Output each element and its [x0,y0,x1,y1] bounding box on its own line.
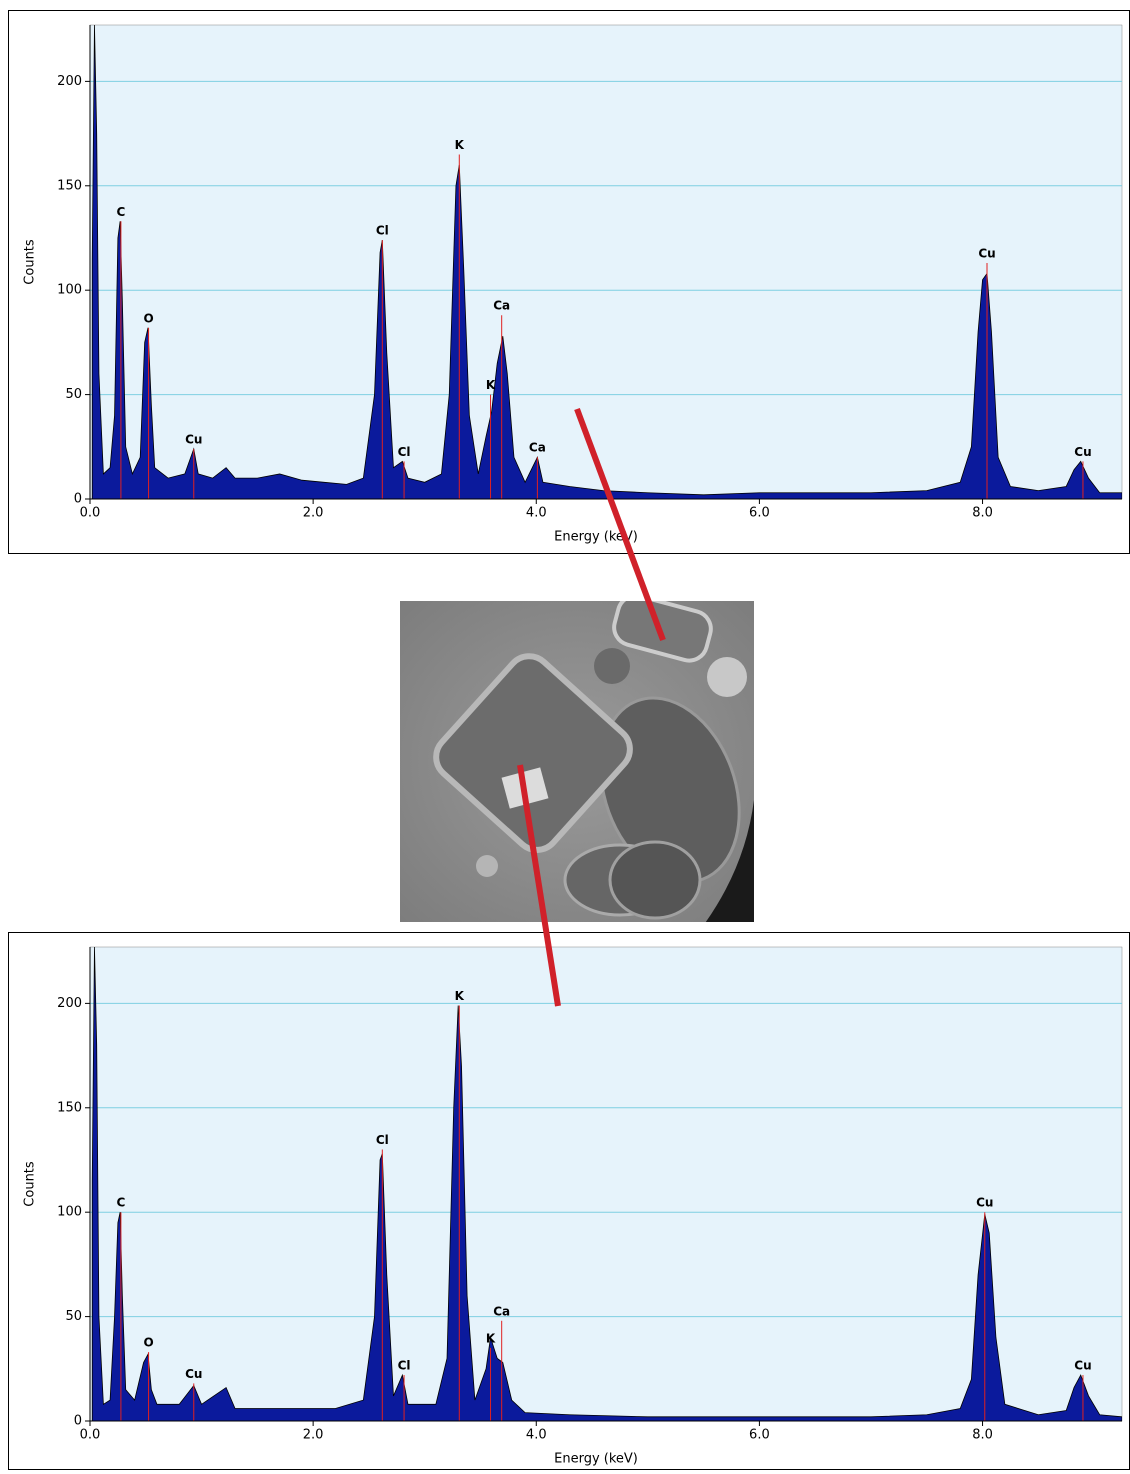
connector [517,764,561,1007]
peak-label: K [486,378,496,392]
peak-label: Ca [493,1304,510,1318]
peak-label: K [455,989,465,1003]
y-tick-label: 0 [74,1414,82,1429]
spectrum-area [91,947,1122,1421]
peak-label: Cl [376,224,389,238]
y-tick-label: 150 [57,178,82,193]
connector-lines [517,407,666,1007]
peak-label: Ca [493,299,510,313]
y-tick-label: 100 [57,283,82,298]
peak-label: Cu [185,432,202,446]
peak-label: Cl [398,445,411,459]
peak-label: O [143,1336,153,1350]
y-tick-label: 150 [57,1100,82,1115]
x-tick-label: 0.0 [80,1428,101,1443]
spectrum-panel: 0 50 100 150 200 0.0 2.0 4.0 6.0 8.0 C O Cu Cl Cl K K Ca C… [8,932,1130,1470]
peak-label: C [116,1196,125,1210]
spectrum-panel: 0 50 100 150 200 0.0 2.0 4.0 6.0 8.0 C O Cu Cl Cl K K Ca C… [8,10,1130,554]
peak-label: O [143,311,153,325]
peak-label: Cu [1074,445,1091,459]
y-axis-label: Counts [23,239,38,285]
x-axis-label: Energy (keV) [554,1452,638,1467]
x-tick-label: 6.0 [749,506,770,521]
y-tick-label: 200 [57,74,82,89]
y-tick-label: 200 [57,996,82,1011]
y-tick-label: 100 [57,1205,82,1220]
y-tick-label: 50 [65,1309,82,1324]
peak-label: Cl [398,1359,411,1373]
y-tick-label: 50 [65,387,82,402]
peak-label: Cl [376,1133,389,1147]
peak-label: K [455,138,465,152]
peak-label: Cu [1074,1359,1091,1373]
x-tick-label: 4.0 [526,506,547,521]
x-tick-label: 0.0 [80,506,101,521]
x-tick-label: 2.0 [303,506,324,521]
plot-area [89,946,1123,1422]
connector [574,407,666,642]
peak-label: Ca [529,441,546,455]
peak-label: Cu [185,1367,202,1381]
x-tick-label: 2.0 [303,1428,324,1443]
peak-label: C [116,205,125,219]
x-tick-label: 8.0 [972,1428,993,1443]
x-tick-label: 6.0 [749,1428,770,1443]
y-axis-label: Counts [23,1161,38,1207]
spectrum-area [91,25,1122,499]
y-tick-label: 0 [74,492,82,507]
plot-area [89,24,1123,500]
x-tick-label: 8.0 [972,506,993,521]
micrograph [400,601,754,922]
peak-label: Cu [976,1196,993,1210]
peak-label: K [486,1331,496,1345]
peak-label: Cu [978,247,995,261]
x-axis-label: Energy (keV) [554,530,638,545]
x-tick-label: 4.0 [526,1428,547,1443]
